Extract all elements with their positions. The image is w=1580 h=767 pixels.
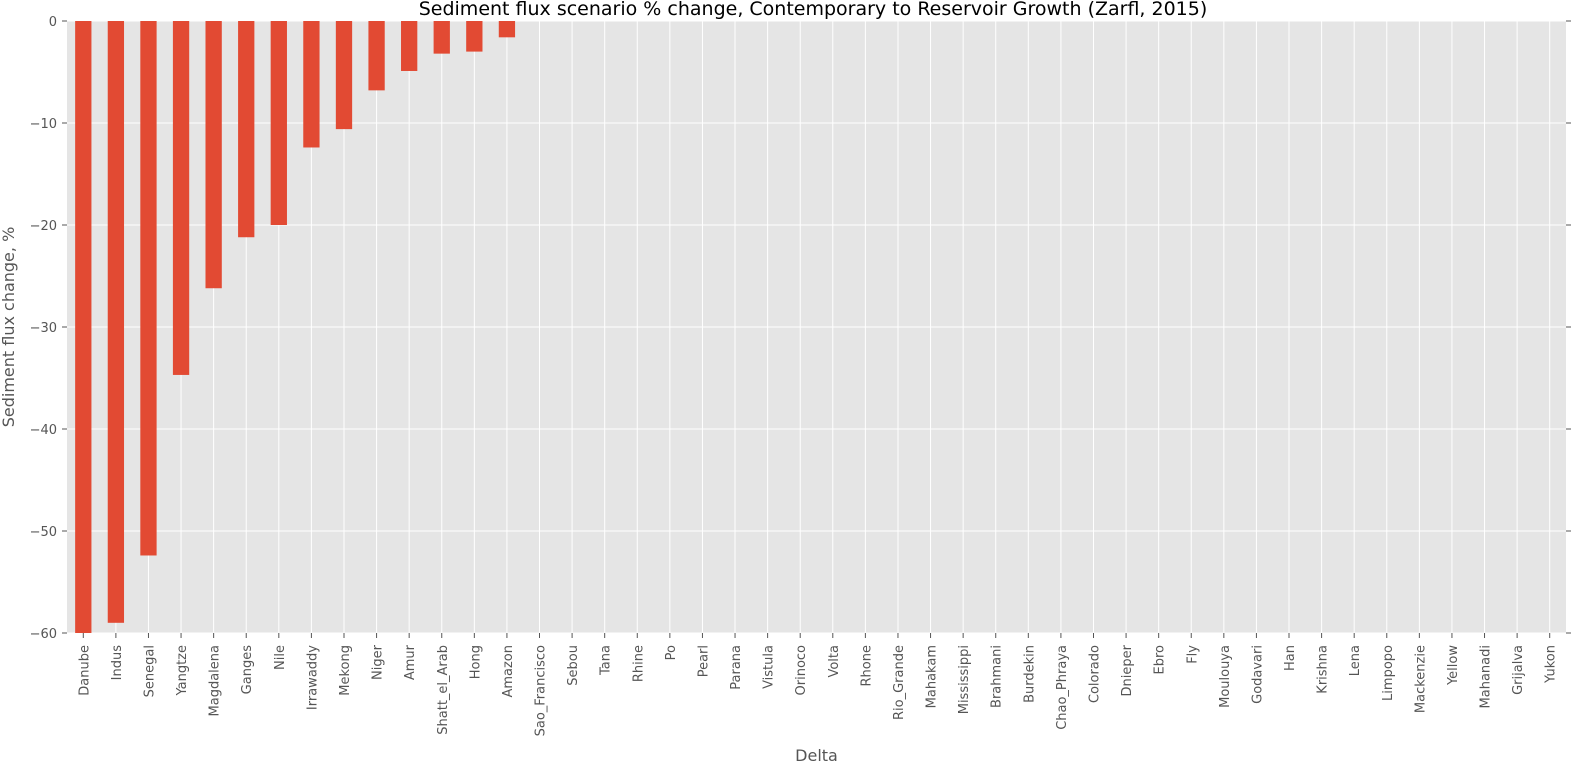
x-tick-label: Han <box>1283 645 1298 671</box>
x-tick-label: Mekong <box>338 645 353 696</box>
x-tick-label: Dnieper <box>1120 644 1135 696</box>
x-tick-label: Magdalena <box>208 645 223 716</box>
bar-indus <box>107 21 125 623</box>
x-tick-label: Lena <box>1348 645 1363 676</box>
x-tick-label: Vistula <box>762 645 777 689</box>
x-tick-label: Ganges <box>240 645 255 695</box>
x-tick-label: Amur <box>403 644 418 680</box>
bar-nile <box>270 21 287 225</box>
x-tick-label: Colorado <box>1087 645 1102 703</box>
bar-irrawaddy <box>303 21 320 148</box>
chart-title: Sediment flux scenario % change, Contemp… <box>419 0 1208 20</box>
bar-danube <box>75 21 92 633</box>
x-tick-label: Sebou <box>566 645 581 686</box>
y-tick-label: −10 <box>30 117 57 132</box>
x-tick-label: Sao_Francisco <box>534 645 549 736</box>
x-tick-label: Mahakam <box>925 645 940 708</box>
x-tick-label: Limpopo <box>1381 645 1396 701</box>
bar-ganges <box>238 21 255 238</box>
bar-shatt_el_arab <box>433 21 450 54</box>
bar-mekong <box>335 21 353 130</box>
x-tick-label: Mackenzie <box>1413 645 1428 713</box>
x-tick-label: Senegal <box>142 645 157 697</box>
x-tick-label: Hong <box>468 645 483 679</box>
x-tick-label: Rhine <box>631 645 646 682</box>
x-tick-label: Ebro <box>1153 645 1168 675</box>
y-tick-label: −60 <box>30 627 57 642</box>
x-tick-labels: Danube Indus Senegal Yangtze Magdalena Ganges… <box>77 644 1558 736</box>
x-tick-label: Yukon <box>1544 645 1559 684</box>
y-tick-label: −40 <box>30 423 57 438</box>
y-tick-labels: 0 −10 −20 −30 −40 −50 −60 <box>30 15 57 642</box>
x-tick-label: Parana <box>729 645 744 690</box>
x-tick-label: Burdekin <box>1022 645 1037 703</box>
x-tick-label: Indus <box>110 645 125 681</box>
x-tick-label: Chao_Phraya <box>1055 645 1070 730</box>
x-tick-label: Yellow <box>1446 645 1461 686</box>
x-tick-label: Orinoco <box>794 645 809 696</box>
x-tick-label: Rhone <box>859 645 874 686</box>
y-axis-label: Sediment flux change, % <box>0 227 18 428</box>
x-tick-label: Irrawaddy <box>305 645 320 710</box>
y-tick-label: 0 <box>49 15 57 30</box>
x-tick-label: Pearl <box>696 645 711 677</box>
y-tick-label: −20 <box>30 219 57 234</box>
bar-senegal <box>140 21 157 556</box>
tick-marks <box>62 20 1571 638</box>
x-tick-label: Nile <box>273 645 288 670</box>
bar-niger <box>368 21 385 91</box>
x-axis-label: Delta <box>795 746 838 765</box>
y-tick-label: −50 <box>30 525 57 540</box>
x-tick-label: Po <box>664 645 679 660</box>
x-tick-label: Krishna <box>1316 645 1331 694</box>
bars <box>75 21 516 633</box>
y-tick-label: −30 <box>30 321 57 336</box>
x-tick-label: Shatt_el_Arab <box>436 645 451 735</box>
x-tick-label: Mahanadi <box>1479 645 1494 708</box>
bar-yangtze <box>172 21 190 375</box>
x-tick-label: Volta <box>827 645 842 678</box>
bar-magdalena <box>205 21 222 289</box>
x-tick-label: Rio_Grande <box>892 645 907 720</box>
bar-amazon <box>498 21 516 38</box>
x-tick-label: Tana <box>599 645 614 676</box>
x-tick-label: Danube <box>77 645 92 696</box>
x-tick-label: Mississippi <box>957 645 972 714</box>
x-tick-label: Moulouya <box>1218 645 1233 708</box>
x-tick-label: Godavari <box>1250 645 1265 704</box>
x-tick-label: Brahmani <box>990 645 1005 708</box>
bar-amur <box>401 21 418 71</box>
x-tick-label: Yangtze <box>175 645 190 697</box>
x-tick-label: Amazon <box>501 645 516 698</box>
bar-hong <box>466 21 483 52</box>
x-tick-label: Grijalva <box>1511 645 1526 695</box>
x-tick-label: Fly <box>1185 645 1200 664</box>
x-tick-label: Niger <box>371 644 386 680</box>
